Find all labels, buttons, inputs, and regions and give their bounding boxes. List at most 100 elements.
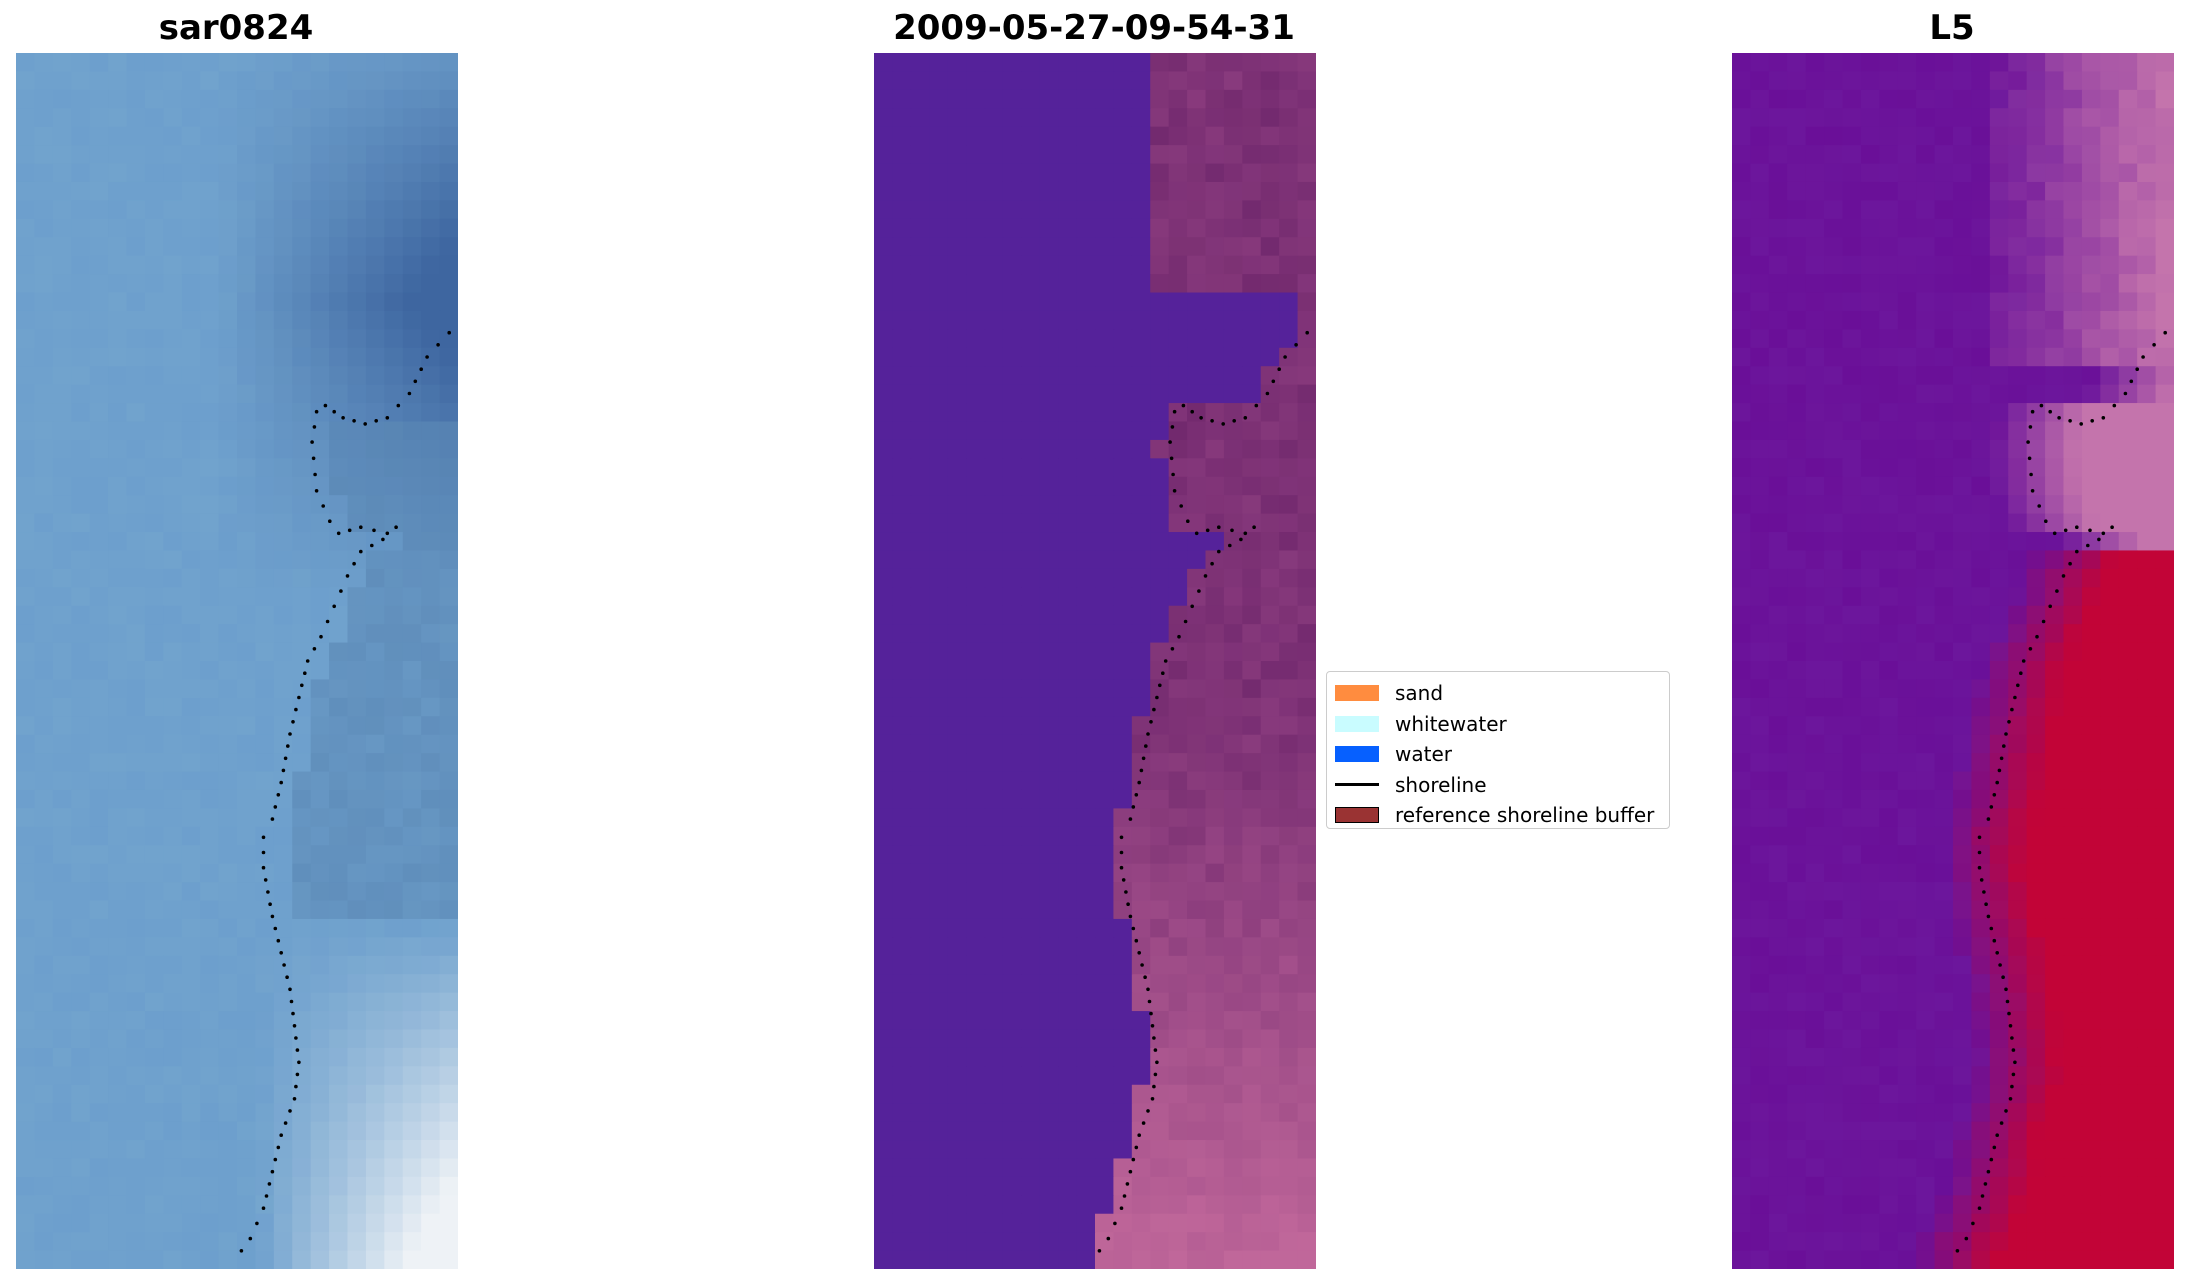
- classified-pixel: [1279, 384, 1299, 404]
- index-pixel: [2118, 163, 2138, 183]
- classified-pixel: [1058, 605, 1078, 625]
- classified-pixel: [1260, 1195, 1280, 1215]
- classified-pixel: [1187, 71, 1207, 91]
- rgb-pixel: [144, 753, 164, 773]
- classified-pixel: [1095, 1232, 1115, 1252]
- rgb-pixel: [292, 826, 312, 846]
- rgb-pixel: [421, 734, 441, 754]
- classified-pixel: [929, 292, 949, 312]
- rgb-pixel: [163, 734, 183, 754]
- rgb-pixel: [163, 126, 183, 146]
- classified-pixel: [929, 789, 949, 809]
- index-pixel: [1916, 1158, 1936, 1178]
- index-pixel: [1971, 458, 1991, 478]
- classified-pixel: [892, 310, 912, 330]
- classified-pixel: [1223, 1250, 1243, 1269]
- shoreline-dot: [1982, 890, 1986, 894]
- classified-pixel: [1205, 992, 1225, 1012]
- index-pixel: [1953, 1250, 1973, 1269]
- classified-pixel: [892, 734, 912, 754]
- index-pixel: [2081, 255, 2101, 275]
- index-pixel: [1916, 458, 1936, 478]
- rgb-pixel: [273, 1047, 293, 1067]
- panel-title-classified: 2009-05-27-09-54-31: [893, 8, 1295, 48]
- index-pixel: [1934, 384, 1954, 404]
- index-pixel: [1879, 918, 1899, 938]
- rgb-pixel: [310, 292, 330, 312]
- index-pixel: [2063, 1121, 2083, 1141]
- index-pixel: [1732, 734, 1752, 754]
- rgb-pixel: [200, 624, 220, 644]
- index-pixel: [1860, 347, 1880, 367]
- index-pixel: [1824, 1232, 1844, 1252]
- index-pixel: [1750, 89, 1770, 109]
- rgb-pixel: [126, 642, 146, 662]
- classified-pixel: [966, 1213, 986, 1233]
- classified-pixel: [1223, 366, 1243, 386]
- rgb-pixel: [329, 218, 349, 238]
- rgb-pixel: [52, 955, 72, 975]
- rgb-pixel: [144, 292, 164, 312]
- rgb-pixel: [292, 568, 312, 588]
- rgb-pixel: [71, 900, 91, 920]
- classified-pixel: [1058, 126, 1078, 146]
- rgb-pixel: [200, 918, 220, 938]
- index-pixel: [2008, 716, 2028, 736]
- rgb-pixel: [273, 568, 293, 588]
- rgb-pixel: [71, 826, 91, 846]
- classified-pixel: [1242, 495, 1262, 515]
- classified-pixel: [1039, 495, 1059, 515]
- index-pixel: [1897, 918, 1917, 938]
- classified-pixel: [929, 1195, 949, 1215]
- shoreline-dot: [325, 619, 330, 624]
- rgb-pixel: [384, 1121, 404, 1141]
- classified-pixel: [966, 71, 986, 91]
- classified-pixel: [947, 403, 967, 423]
- shoreline-dot: [1113, 1221, 1117, 1226]
- classified-pixel: [1205, 366, 1225, 386]
- index-pixel: [2137, 624, 2157, 644]
- index-pixel: [1787, 826, 1807, 846]
- shoreline-dot: [352, 419, 356, 423]
- index-pixel: [1768, 679, 1788, 699]
- index-pixel: [1860, 771, 1880, 791]
- rgb-pixel: [89, 513, 109, 533]
- rgb-pixel: [439, 550, 458, 570]
- rgb-pixel: [310, 992, 330, 1012]
- index-pixel: [1989, 495, 2009, 515]
- shoreline-dot: [2129, 379, 2134, 384]
- index-pixel: [2026, 753, 2046, 773]
- classified-pixel: [1095, 145, 1115, 165]
- classified-pixel: [1131, 476, 1151, 496]
- rgb-pixel: [329, 550, 349, 570]
- classified-pixel: [1113, 624, 1133, 644]
- rgb-pixel: [273, 1232, 293, 1252]
- classified-pixel: [1279, 753, 1299, 773]
- rgb-pixel: [255, 771, 275, 791]
- index-pixel: [1750, 955, 1770, 975]
- index-pixel: [2045, 679, 2065, 699]
- rgb-pixel: [52, 1029, 72, 1049]
- rgb-pixel: [71, 218, 91, 238]
- index-pixel: [2137, 53, 2157, 73]
- index-pixel: [1768, 845, 1788, 865]
- index-pixel: [2026, 495, 2046, 515]
- classified-pixel: [1150, 1029, 1170, 1049]
- classified-pixel: [1113, 568, 1133, 588]
- classified-pixel: [1076, 642, 1096, 662]
- index-pixel: [2155, 126, 2174, 146]
- index-pixel: [2155, 1011, 2174, 1031]
- index-pixel: [1860, 550, 1880, 570]
- index-pixel: [1916, 642, 1936, 662]
- index-pixel: [2137, 716, 2157, 736]
- shoreline-dot: [285, 975, 289, 979]
- rgb-pixel: [200, 1121, 220, 1141]
- index-pixel: [1842, 937, 1862, 957]
- index-pixel: [2045, 863, 2065, 883]
- index-pixel: [1916, 605, 1936, 625]
- classified-pixel: [1205, 1232, 1225, 1252]
- classified-pixel: [1205, 1140, 1225, 1160]
- classified-pixel: [929, 310, 949, 330]
- classified-pixel: [1260, 126, 1280, 146]
- classified-pixel: [1113, 347, 1133, 367]
